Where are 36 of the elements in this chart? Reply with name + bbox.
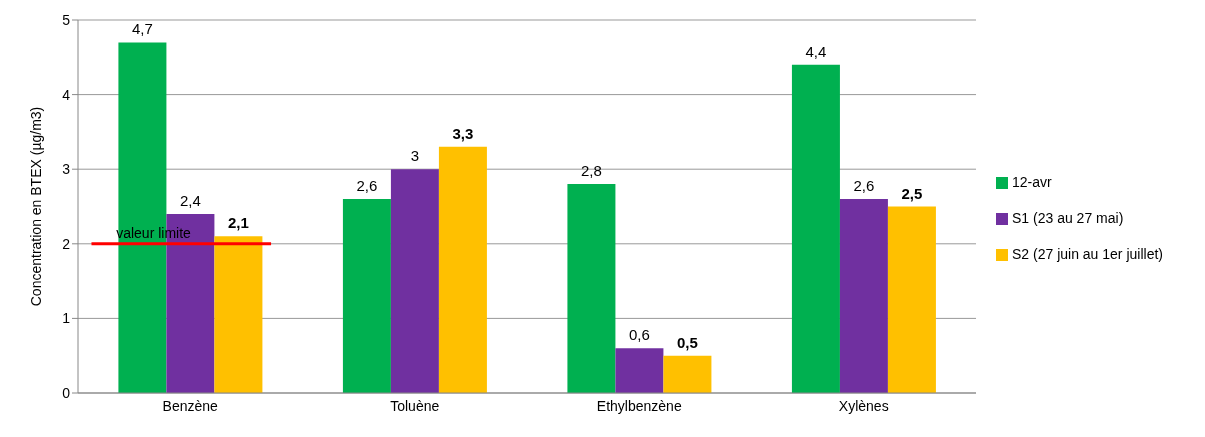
- data-label: 2,6: [356, 177, 378, 195]
- bar: [567, 184, 616, 393]
- data-label: 3,3: [452, 124, 474, 142]
- data-label: 0,6: [628, 326, 650, 344]
- bar: [791, 64, 840, 393]
- bar: [887, 206, 936, 393]
- data-label: 4,4: [805, 42, 827, 60]
- data-label: 2,6: [853, 177, 875, 195]
- bar: [615, 348, 664, 393]
- y-tick-label: 1: [62, 310, 71, 327]
- x-tick-label: Benzène: [162, 397, 219, 414]
- data-label: 2,8: [580, 162, 602, 180]
- bar: [390, 169, 439, 393]
- y-tick-label: 3: [62, 161, 71, 178]
- data-label: 2,4: [179, 191, 201, 209]
- bar: [839, 199, 888, 393]
- bar: [438, 146, 487, 393]
- legend-label: 12-avr: [1012, 174, 1052, 190]
- data-label: 2,1: [227, 214, 249, 232]
- y-tick-label: 5: [62, 11, 71, 28]
- x-tick-label: Toluène: [390, 397, 440, 414]
- x-tick-label: Xylènes: [838, 397, 889, 414]
- y-tick-label: 0: [62, 384, 71, 401]
- x-tick-label: Ethylbenzène: [596, 397, 682, 414]
- y-tick-label: 4: [62, 86, 71, 103]
- bar: [663, 355, 712, 393]
- y-tick-label: 2: [62, 235, 71, 252]
- legend-label: S2 (27 juin au 1er juillet): [1012, 246, 1163, 262]
- legend-label: S1 (23 au 27 mai): [1012, 210, 1124, 226]
- data-label: 2,5: [901, 184, 923, 202]
- data-label: 4,7: [131, 20, 153, 38]
- y-axis-title: Concentration en BTEX (µg/m3): [27, 106, 44, 307]
- bar: [342, 199, 391, 393]
- data-label: 3: [410, 147, 420, 165]
- data-label: 0,5: [676, 333, 698, 351]
- bar: [214, 236, 263, 393]
